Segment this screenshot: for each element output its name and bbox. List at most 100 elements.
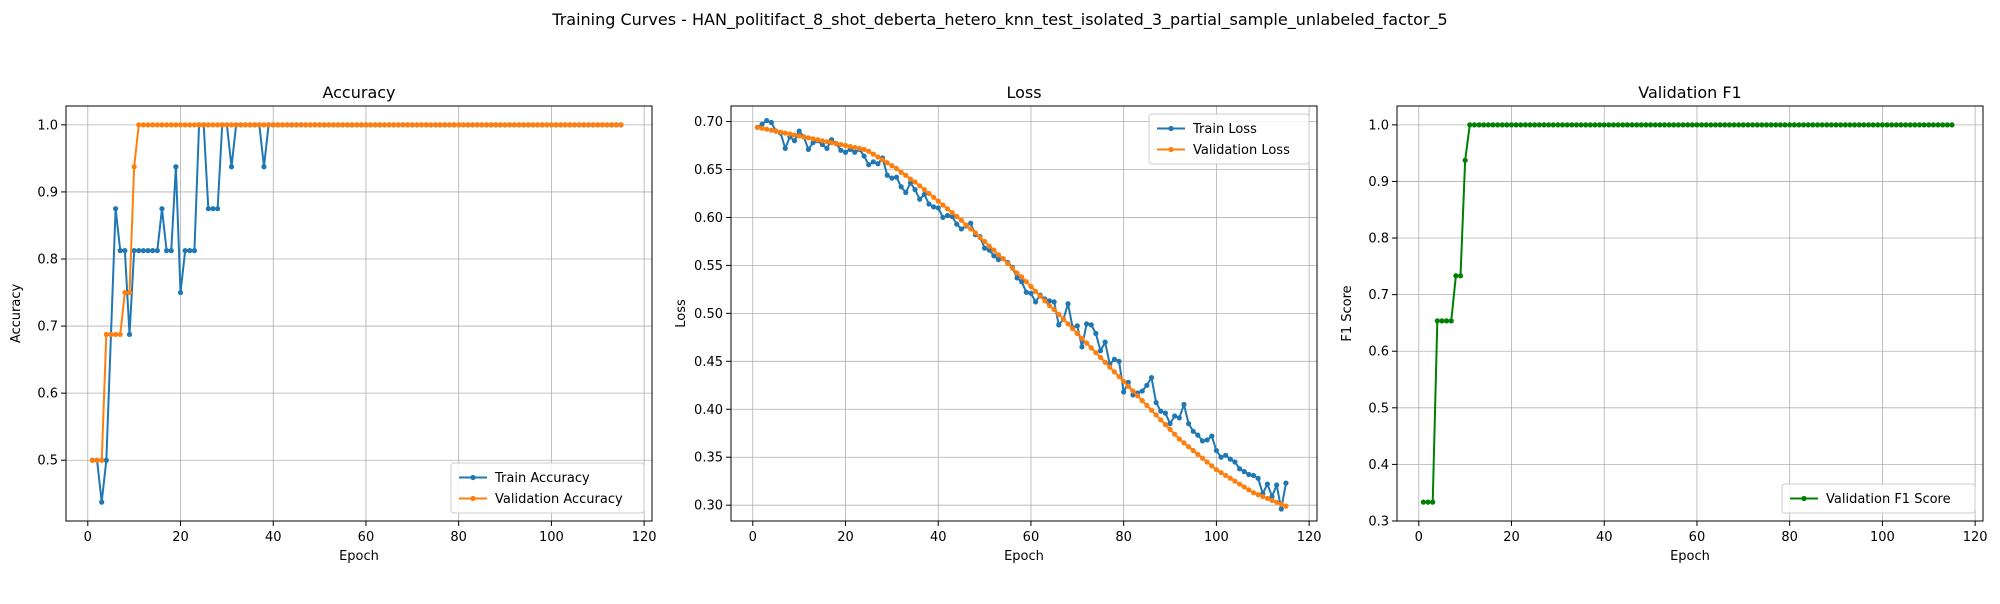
data-point xyxy=(1601,122,1607,128)
subplot-validation-f1: 0 20 40 60 80 100 120 0.3 0.4 0.5 0.6 0.7 0.8 0.9 1.0 V… xyxy=(1340,83,1988,564)
data-point xyxy=(1162,410,1168,416)
data-point xyxy=(228,164,235,170)
data-point xyxy=(1666,122,1672,128)
data-point xyxy=(875,161,881,167)
data-point xyxy=(1223,472,1229,479)
y-tick-label: 0.7 xyxy=(1368,288,1389,303)
data-point xyxy=(581,122,587,128)
data-point xyxy=(224,122,230,128)
data-point xyxy=(595,122,601,128)
y-tick-label: 0.6 xyxy=(1368,345,1389,360)
x-tick-label: 120 xyxy=(1297,530,1322,545)
data-point xyxy=(1236,481,1243,487)
x-tick-label: 20 xyxy=(837,530,854,545)
data-point xyxy=(1023,289,1029,295)
data-point xyxy=(1457,273,1464,279)
data-point xyxy=(465,122,471,128)
data-point xyxy=(400,122,406,128)
data-point xyxy=(1144,402,1150,409)
data-point xyxy=(935,205,941,211)
data-point xyxy=(1250,490,1257,496)
data-point xyxy=(991,253,997,259)
y-tick-label: 0.5 xyxy=(1368,401,1389,416)
data-point xyxy=(1278,506,1284,512)
data-point xyxy=(1541,122,1547,128)
data-point xyxy=(122,289,128,296)
data-point xyxy=(917,196,923,202)
data-point xyxy=(126,289,133,296)
figure-suptitle: Training Curves - HAN_politifact_8_shot_… xyxy=(551,10,1447,30)
legend: Train Loss Validation Loss xyxy=(1148,113,1310,165)
data-point xyxy=(1028,283,1034,290)
data-point xyxy=(270,122,276,128)
data-point xyxy=(1578,122,1584,128)
x-tick-label: 120 xyxy=(1963,530,1988,545)
data-point xyxy=(931,194,937,200)
data-point xyxy=(103,457,109,463)
data-point xyxy=(995,257,1002,263)
data-point xyxy=(805,135,812,141)
data-point xyxy=(1884,122,1890,128)
data-point xyxy=(1116,358,1122,364)
legend-box xyxy=(1148,113,1310,165)
data-point xyxy=(1204,437,1210,443)
x-axis-label: Epoch xyxy=(1670,549,1710,564)
x-tick-label: 0 xyxy=(749,530,757,545)
data-point xyxy=(159,206,165,212)
data-point xyxy=(870,159,876,165)
data-point xyxy=(954,221,960,227)
x-tick-label: 20 xyxy=(1503,530,1520,545)
data-point xyxy=(1264,481,1270,487)
data-point xyxy=(321,122,327,128)
subplot-loss: 0 20 40 60 80 100 120 0.30 0.35 0.40 0.45 0.50 0.55 0… xyxy=(674,83,1322,564)
data-point xyxy=(791,138,798,144)
data-point xyxy=(1583,122,1589,128)
data-point xyxy=(1056,311,1062,317)
y-axis-label: Accuracy xyxy=(9,284,24,344)
data-point xyxy=(898,184,904,190)
data-point xyxy=(1944,122,1950,128)
data-point xyxy=(1838,122,1844,128)
y-tick-label: 1.0 xyxy=(1368,118,1389,133)
data-point xyxy=(99,457,105,463)
data-point xyxy=(1916,122,1923,128)
data-point xyxy=(1144,382,1150,388)
data-point xyxy=(1689,122,1695,128)
data-point xyxy=(154,248,160,254)
data-point xyxy=(861,153,867,159)
data-point xyxy=(1079,335,1085,341)
data-point xyxy=(1638,122,1644,128)
data-point xyxy=(1023,279,1029,285)
data-point xyxy=(177,289,184,296)
data-point xyxy=(875,154,881,160)
data-point xyxy=(1056,322,1062,328)
data-point xyxy=(154,122,160,128)
data-point xyxy=(1005,260,1011,267)
data-point xyxy=(759,125,765,131)
data-point xyxy=(1032,288,1039,294)
data-point xyxy=(1573,122,1580,128)
data-point xyxy=(530,122,536,128)
x-tick-label: 80 xyxy=(450,530,467,545)
data-point xyxy=(1185,444,1192,450)
data-point xyxy=(1842,122,1848,128)
data-point xyxy=(1819,122,1825,128)
data-point xyxy=(754,124,761,130)
data-point xyxy=(354,122,360,128)
data-point xyxy=(1800,122,1807,128)
data-point xyxy=(1513,122,1519,128)
data-point xyxy=(1195,451,1201,457)
x-tick-label: 60 xyxy=(1689,530,1706,545)
x-tick-label: 0 xyxy=(84,530,92,545)
data-point xyxy=(145,122,151,128)
data-point xyxy=(1907,122,1913,128)
data-point xyxy=(1810,122,1816,128)
data-point xyxy=(316,122,323,128)
legend-label: Validation Accuracy xyxy=(495,492,623,507)
data-point xyxy=(1912,122,1918,128)
y-tick-label: 0.8 xyxy=(1368,232,1389,247)
data-point xyxy=(1111,356,1117,362)
data-point xyxy=(1592,122,1598,128)
data-point xyxy=(1042,298,1048,304)
